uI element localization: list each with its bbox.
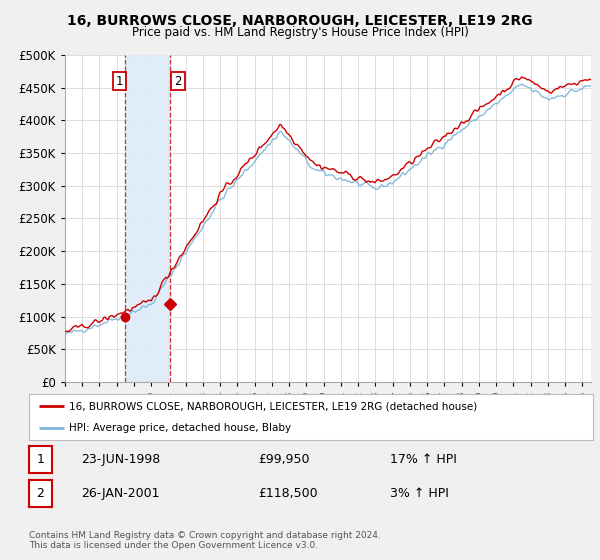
Text: 17% ↑ HPI: 17% ↑ HPI (390, 453, 457, 466)
Text: £118,500: £118,500 (258, 487, 317, 500)
Text: 3% ↑ HPI: 3% ↑ HPI (390, 487, 449, 500)
Bar (125, 55, 170, 382)
Text: 16, BURROWS CLOSE, NARBOROUGH, LEICESTER, LE19 2RG (detached house): 16, BURROWS CLOSE, NARBOROUGH, LEICESTER… (70, 401, 478, 411)
Text: Price paid vs. HM Land Registry's House Price Index (HPI): Price paid vs. HM Land Registry's House … (131, 26, 469, 39)
Text: 2: 2 (175, 74, 182, 87)
Text: 16, BURROWS CLOSE, NARBOROUGH, LEICESTER, LE19 2RG: 16, BURROWS CLOSE, NARBOROUGH, LEICESTER… (67, 14, 533, 28)
Text: 1: 1 (116, 74, 123, 87)
Text: HPI: Average price, detached house, Blaby: HPI: Average price, detached house, Blab… (70, 423, 292, 433)
Text: 23-JUN-1998: 23-JUN-1998 (81, 453, 160, 466)
Text: Contains HM Land Registry data © Crown copyright and database right 2024.
This d: Contains HM Land Registry data © Crown c… (29, 531, 380, 550)
Text: 26-JAN-2001: 26-JAN-2001 (81, 487, 160, 500)
Text: 1: 1 (36, 453, 44, 466)
Text: £99,950: £99,950 (258, 453, 310, 466)
Text: 2: 2 (36, 487, 44, 500)
